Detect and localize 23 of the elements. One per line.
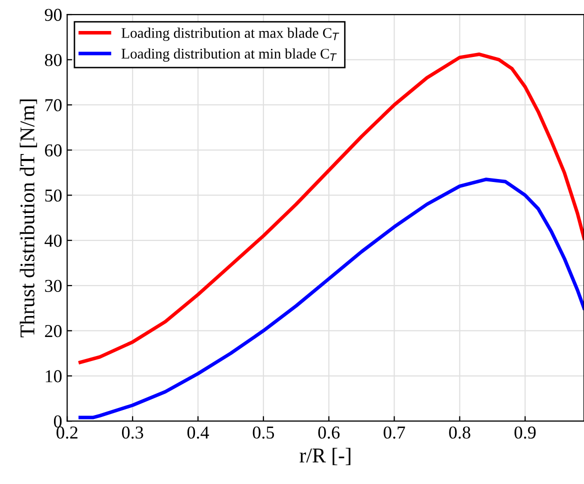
- y-tick-label: 10: [46, 370, 62, 382]
- legend-label: Loading distribution at max blade C$_{T}$: [122, 28, 340, 41]
- x-tick-label: 0.7: [384, 426, 406, 439]
- x-axis-title: r/R [-]: [300, 448, 350, 466]
- y-tick-label: 50: [45, 189, 62, 202]
- y-tick-label: 0: [54, 415, 62, 428]
- x-tick-label: 0.9: [514, 426, 536, 439]
- x-tick-label: 0.8: [449, 426, 470, 439]
- y-tick-label: 90: [44, 8, 62, 21]
- y-tick-label: 70: [45, 99, 62, 112]
- x-tick-label: 0.3: [122, 426, 144, 439]
- x-tick-label: 0.6: [318, 426, 340, 439]
- y-tick-label: 20: [45, 324, 62, 338]
- line-series: [78, 178, 584, 420]
- x-tick-label: 0.2: [56, 426, 78, 439]
- y-axis-title: Thrust distribution dT [N/m]: [20, 99, 38, 338]
- y-tick-label: 60: [45, 144, 62, 156]
- x-tick-label: 0.4: [187, 426, 210, 439]
- legend-label: Loading distribution at min blade C$_{T}$: [122, 48, 337, 62]
- y-tick-label: 30: [45, 280, 62, 292]
- x-tick-label: 0.5: [252, 426, 274, 439]
- y-tick-label: 40: [44, 234, 62, 247]
- y-tick-label: 80: [44, 54, 62, 66]
